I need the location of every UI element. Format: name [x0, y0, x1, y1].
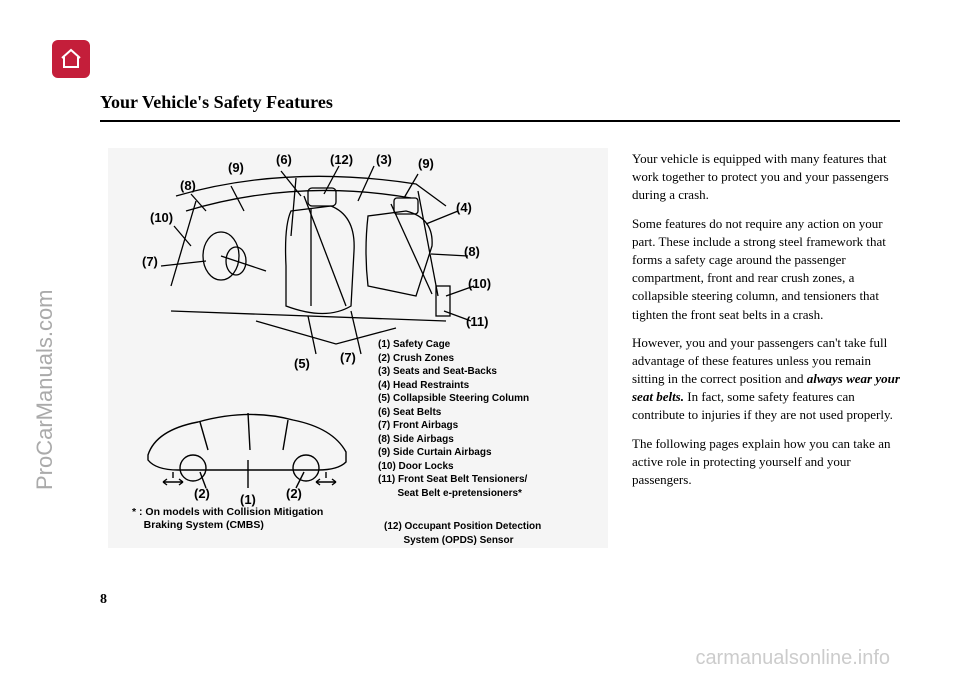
- legend-item: Seat Belt e-pretensioners*: [378, 487, 529, 501]
- callout-12: (12): [330, 152, 353, 167]
- page-title: Your Vehicle's Safety Features: [100, 92, 333, 113]
- callout-10b: (10): [468, 276, 491, 291]
- legend-item: (1) Safety Cage: [378, 338, 529, 352]
- paragraph: However, you and your passengers can't t…: [632, 334, 900, 425]
- legend-item: (12) Occupant Position Detection: [384, 520, 541, 534]
- legend-item: (7) Front Airbags: [378, 419, 529, 433]
- legend-item: System (OPDS) Sensor: [384, 534, 541, 548]
- callout-2b: (2): [286, 486, 302, 501]
- legend-item: (2) Crush Zones: [378, 352, 529, 366]
- callout-9b: (9): [418, 156, 434, 171]
- legend-list: (1) Safety Cage (2) Crush Zones (3) Seat…: [378, 338, 529, 500]
- footnote: * : On models with Collision Mitigation …: [132, 506, 372, 532]
- callout-3: (3): [376, 152, 392, 167]
- paragraph: Your vehicle is equipped with many featu…: [632, 150, 900, 205]
- footnote-line: Braking System (CMBS): [132, 519, 372, 532]
- legend-item: (11) Front Seat Belt Tensioners/: [378, 473, 529, 487]
- legend-list-extra: (12) Occupant Position Detection System …: [384, 520, 541, 547]
- callout-7b: (7): [340, 350, 356, 365]
- safety-diagram: (9) (6) (12) (3) (9) (8) (10) (7) (4) (8…: [108, 148, 608, 548]
- callout-11: (11): [466, 314, 488, 329]
- callout-6: (6): [276, 152, 292, 167]
- paragraph: Some features do not require any action …: [632, 215, 900, 324]
- callout-1: (1): [240, 492, 256, 507]
- footnote-line: * : On models with Collision Mitigation: [132, 506, 372, 519]
- callout-2a: (2): [194, 486, 210, 501]
- home-button[interactable]: [52, 40, 90, 78]
- legend-item: (10) Door Locks: [378, 460, 529, 474]
- callout-5: (5): [294, 356, 310, 371]
- callout-8b: (8): [464, 244, 480, 259]
- callout-8a: (8): [180, 178, 196, 193]
- legend-item: (8) Side Airbags: [378, 433, 529, 447]
- page-number: 8: [100, 592, 107, 608]
- body-text: Your vehicle is equipped with many featu…: [632, 150, 900, 499]
- legend-item: (6) Seat Belts: [378, 406, 529, 420]
- callout-9a: (9): [228, 160, 244, 175]
- car-side-icon: [138, 400, 358, 490]
- legend-item: (4) Head Restraints: [378, 379, 529, 393]
- callout-7a: (7): [142, 254, 158, 269]
- legend-item: (9) Side Curtain Airbags: [378, 446, 529, 460]
- callout-10a: (10): [150, 210, 173, 225]
- footer-watermark: carmanualsonline.info: [695, 647, 890, 670]
- paragraph: The following pages explain how you can …: [632, 435, 900, 490]
- legend-item: (3) Seats and Seat-Backs: [378, 365, 529, 379]
- legend-item: (5) Collapsible Steering Column: [378, 392, 529, 406]
- title-rule: [100, 120, 900, 122]
- home-icon: [59, 47, 83, 71]
- callout-4: (4): [456, 200, 472, 215]
- side-watermark: ProCarManuals.com: [32, 289, 58, 490]
